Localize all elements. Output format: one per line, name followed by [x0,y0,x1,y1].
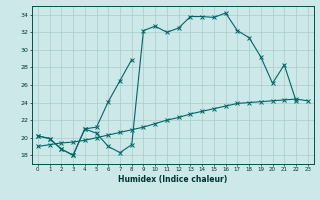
X-axis label: Humidex (Indice chaleur): Humidex (Indice chaleur) [118,175,228,184]
